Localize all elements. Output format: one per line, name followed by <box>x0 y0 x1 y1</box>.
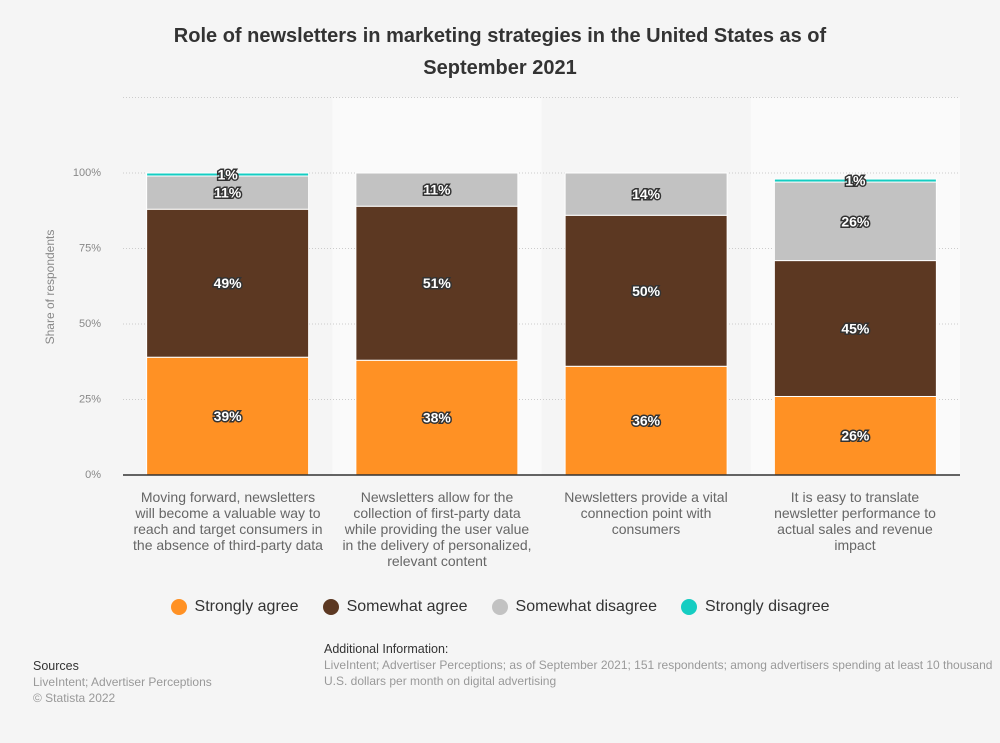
sources-block: Sources LiveIntent; Advertiser Perceptio… <box>33 658 212 706</box>
chart-title: Role of newsletters in marketing strateg… <box>100 20 900 84</box>
chart-title-line1: Role of newsletters in marketing strateg… <box>173 25 827 47</box>
y-tick-label: 0% <box>85 469 101 481</box>
bar-segment-strongly-agree <box>773 395 937 476</box>
bar-segment-somewhat-agree <box>773 260 937 397</box>
category-label: It is easy to translate newsletter perfo… <box>774 489 936 553</box>
legend-swatch <box>170 599 187 615</box>
legend-swatch <box>680 599 697 615</box>
additional-info-text: LiveIntent; Advertiser Perceptions; as o… <box>324 658 993 688</box>
data-label: 11% <box>214 185 242 201</box>
category-label: Moving forward, newsletters will become … <box>133 489 323 553</box>
y-tick-label: 25% <box>79 394 101 406</box>
data-label: 39% <box>214 408 243 424</box>
chart-title-line2: September 2021 <box>423 57 577 79</box>
data-label: 11% <box>423 182 451 198</box>
data-label: 45% <box>841 321 870 337</box>
bar-segment-somewhat-agree <box>564 214 728 367</box>
data-label: 1% <box>218 167 239 183</box>
sources-heading: Sources <box>33 659 79 673</box>
legend-label: Somewhat disagree <box>515 598 657 615</box>
additional-info-block: Additional Information: LiveIntent; Adve… <box>324 641 1000 689</box>
copyright: © Statista 2022 <box>33 691 116 705</box>
legend-label: Strongly disagree <box>704 598 830 615</box>
data-label: 51% <box>423 275 452 291</box>
legend-label: Somewhat agree <box>346 598 468 615</box>
data-label: 36% <box>632 413 661 429</box>
y-tick-label: 50% <box>79 318 101 330</box>
legend-item-strongly-agree[interactable]: Strongly agree <box>170 598 299 616</box>
bar-segment-strongly-disagree <box>773 178 937 183</box>
y-tick-label: 100% <box>73 167 101 179</box>
legend: Strongly agree Somewhat agree Somewhat d… <box>0 598 1000 616</box>
bar-segment-somewhat-disagree <box>355 172 519 207</box>
sources-line[interactable]: LiveIntent; Advertiser Perceptions <box>33 675 212 689</box>
bar-segment-somewhat-agree <box>355 205 519 361</box>
data-label: 50% <box>632 283 661 299</box>
legend-label: Strongly agree <box>194 598 299 615</box>
data-label: 49% <box>214 275 243 291</box>
data-label: 14% <box>632 186 661 202</box>
data-label: 26% <box>841 213 870 229</box>
data-label: 1% <box>845 173 866 189</box>
additional-info-heading: Additional Information: <box>324 642 449 656</box>
bar-segment-strongly-agree <box>564 365 728 476</box>
category-label: Newsletters allow for the collection of … <box>342 489 532 569</box>
category-label: Newsletters provide a vital connection p… <box>564 489 728 537</box>
legend-swatch <box>491 599 508 615</box>
bar-segment-somewhat-disagree <box>773 181 937 262</box>
legend-swatch <box>322 599 339 615</box>
bar-segment-strongly-disagree <box>146 172 310 177</box>
legend-item-somewhat-disagree[interactable]: Somewhat disagree <box>491 598 657 616</box>
data-label: 38% <box>423 410 452 426</box>
bar-segment-somewhat-disagree <box>564 172 728 216</box>
legend-item-somewhat-agree[interactable]: Somewhat agree <box>322 598 468 616</box>
bar-segment-strongly-agree <box>355 359 519 476</box>
legend-item-strongly-disagree[interactable]: Strongly disagree <box>680 598 830 616</box>
y-axis-label: Share of respondents <box>43 229 57 345</box>
y-tick-label: 75% <box>79 243 101 255</box>
data-label: 26% <box>841 428 870 444</box>
